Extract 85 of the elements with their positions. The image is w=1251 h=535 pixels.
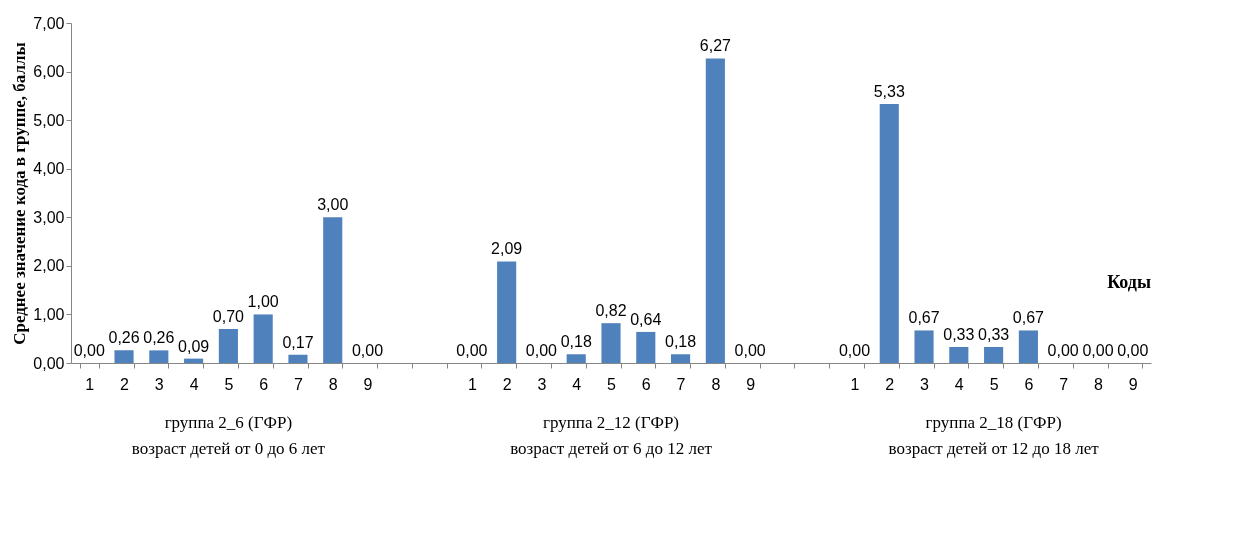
bar (705, 58, 725, 363)
bar (114, 350, 134, 363)
y-tick-label: 3,00 (33, 208, 65, 226)
data-label: 0,18 (664, 333, 697, 351)
x-tick-label: 2 (120, 375, 130, 393)
y-tick-label: 1,00 (33, 305, 65, 323)
x-tick-label: 9 (1128, 375, 1138, 393)
text: группа 2_18 (ГФР) возраст детей от 12 до 18 лет (888, 413, 1100, 458)
bar (984, 346, 1004, 363)
data-label: 0,26 (143, 329, 175, 347)
data-label: 0,00 (73, 342, 105, 359)
data-label: 0,00 (734, 342, 766, 359)
x-tick-label: 8 (711, 375, 721, 393)
text: группа 2_12 (ГФР) возраст детей от 6 до 12 лет (510, 413, 713, 458)
bar (566, 354, 586, 363)
data-label: 5,33 (873, 83, 905, 101)
x-tick-label: 5 (989, 375, 999, 393)
data-label: 0,00 (1117, 342, 1149, 359)
x-tick-label: 8 (1094, 375, 1103, 393)
x-tick-label: 4 (954, 375, 964, 393)
data-label: 0,00 (456, 342, 488, 359)
y-tick-label: 5,00 (33, 111, 65, 129)
data-label: 2,09 (491, 240, 523, 258)
data-label: 0,18 (560, 333, 592, 351)
x-tick-label: 5 (607, 375, 617, 393)
y-tick-label: 0,00 (33, 354, 65, 372)
x-tick-label: 9 (746, 375, 756, 393)
x-tick-label: 7 (676, 375, 686, 393)
bar (253, 314, 273, 363)
x-tick-label: 8 (328, 375, 338, 393)
data-label: 0,67 (908, 309, 940, 327)
x-tick-label: 6 (1024, 375, 1034, 393)
bar (601, 323, 621, 363)
bar (288, 354, 308, 363)
data-label: 0,64 (630, 310, 662, 328)
data-label: 0,70 (212, 308, 245, 325)
x-tick-label: 3 (537, 375, 547, 393)
bar (1018, 330, 1038, 363)
data-label: 0,00 (525, 342, 558, 359)
x-tick-label: 3 (920, 375, 930, 393)
bar (879, 104, 899, 363)
data-label: 0,33 (978, 325, 1010, 343)
x-tick-label: 4 (572, 375, 582, 393)
data-label: 0,17 (282, 333, 314, 351)
data-label: 0,00 (351, 342, 384, 359)
data-label: 1,00 (247, 293, 279, 311)
y-tick-label: 2,00 (33, 257, 65, 275)
data-label: 6,27 (699, 37, 732, 55)
y-tick-label: 4,00 (33, 160, 65, 178)
data-label: 0,67 (1012, 309, 1045, 327)
x-tick-label: 7 (294, 375, 303, 393)
bar (184, 358, 204, 363)
data-label: 0,09 (178, 337, 210, 355)
x-tick-label: 6 (259, 375, 269, 393)
bar (914, 330, 934, 363)
y-tick-label: 6,00 (33, 63, 65, 81)
data-label: 0,33 (943, 325, 975, 343)
x-tick-label: 3 (154, 375, 164, 393)
data-label: 0,00 (838, 342, 871, 359)
x-tick-label: 4 (189, 375, 199, 393)
x-tick-label: 6 (641, 375, 651, 393)
x-tick-label: 9 (363, 375, 373, 393)
bar (149, 350, 169, 363)
x-tick-label: 7 (1059, 375, 1069, 393)
bar (323, 217, 343, 363)
text: группа 2_6 (ГФР) возраст детей от 0 до 6 лет (131, 413, 326, 458)
data-label: 0,26 (108, 329, 140, 347)
bar (671, 354, 691, 363)
bar (497, 261, 517, 363)
x-tick-label: 2 (502, 375, 512, 393)
x-tick-label: 1 (467, 375, 477, 393)
data-label: 0,00 (1047, 342, 1079, 359)
x-tick-label: 1 (850, 375, 860, 393)
y-tick-label: 7,00 (33, 14, 65, 32)
annotation: Коды (1107, 272, 1151, 292)
bar (636, 331, 656, 363)
data-label: 3,00 (317, 196, 349, 214)
bar (949, 346, 969, 363)
x-tick-label: 5 (224, 375, 234, 393)
x-tick-label: 1 (85, 375, 95, 393)
y-axis-title: Среднее значение кода в группе, баллы (10, 42, 30, 345)
bar (218, 329, 238, 363)
x-tick-label: 2 (885, 375, 895, 393)
data-label: 0,00 (1082, 342, 1114, 359)
data-label: 0,82 (595, 302, 627, 320)
